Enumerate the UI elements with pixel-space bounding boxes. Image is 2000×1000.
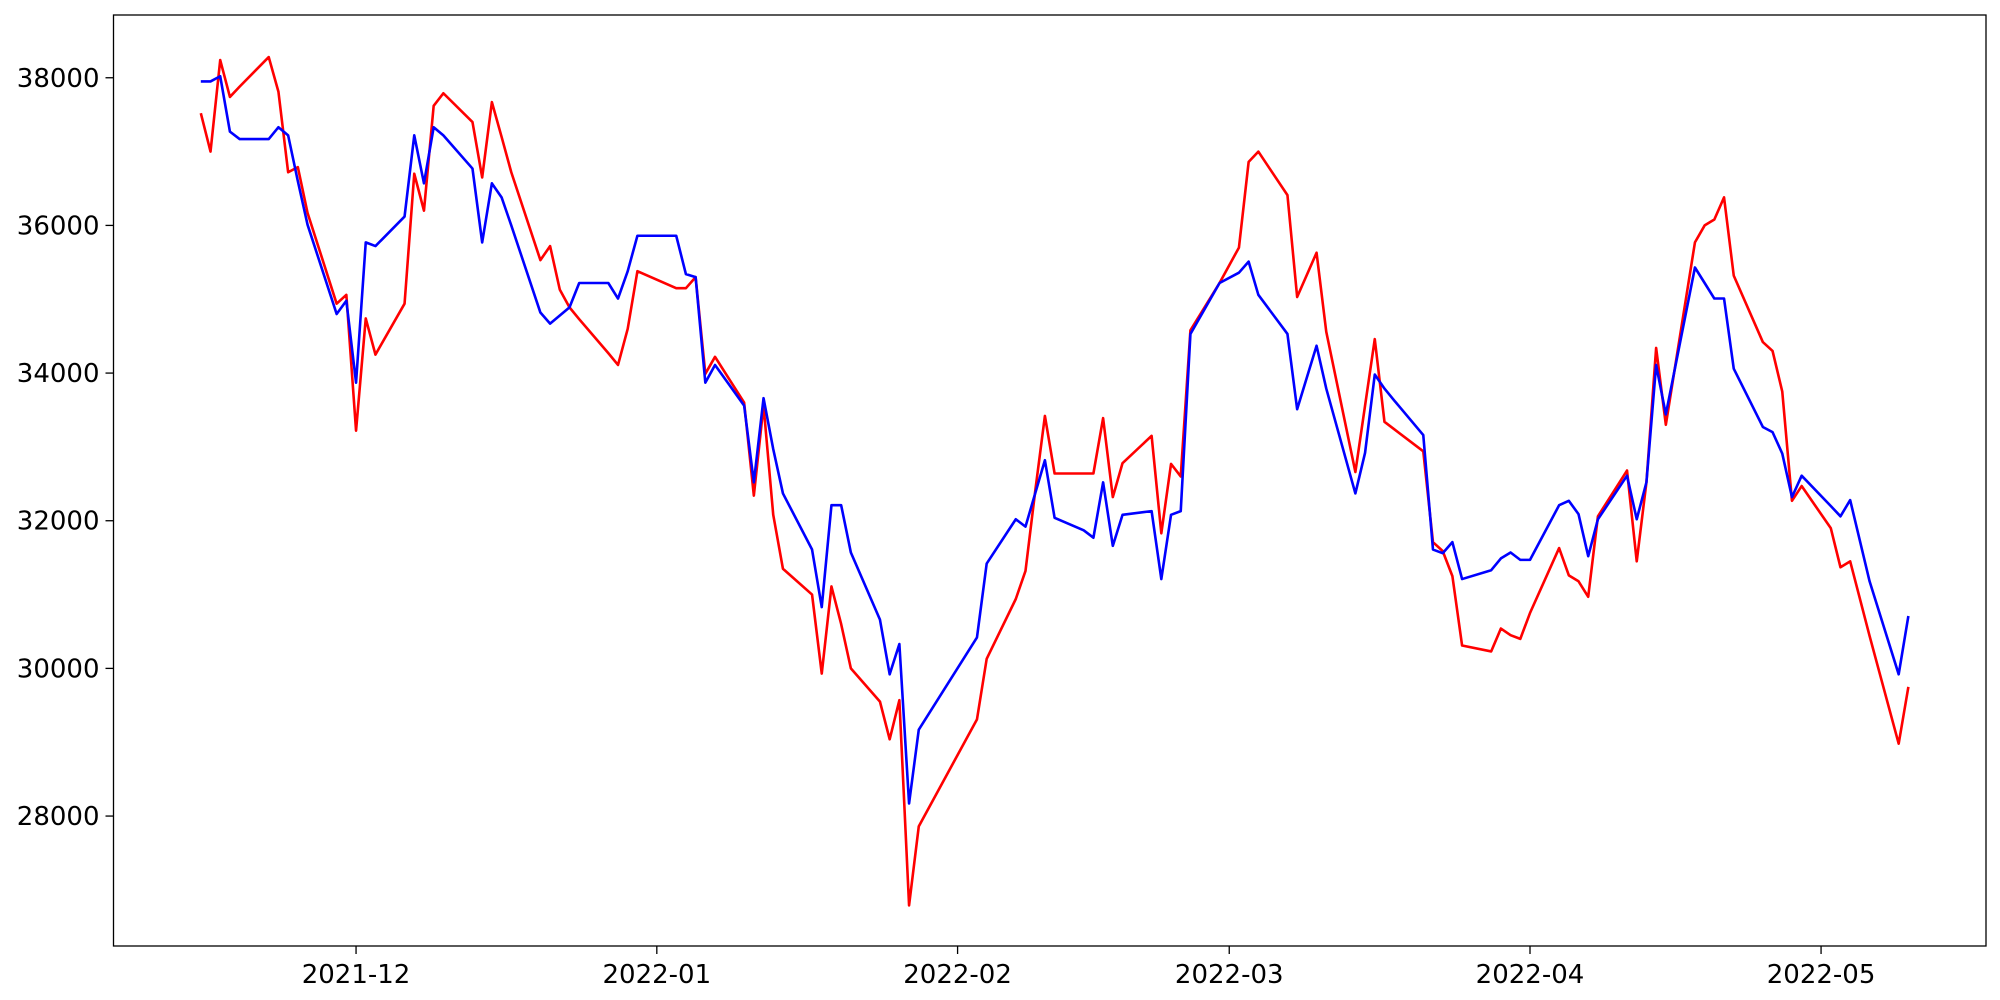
series-line bbox=[200, 74, 1910, 805]
x-tick-label: 2022-02 bbox=[903, 960, 1012, 990]
series-line bbox=[199, 55, 1910, 907]
x-tick-label: 2022-05 bbox=[1767, 960, 1876, 990]
plot-frame bbox=[112, 14, 1987, 947]
x-tick-label: 2022-01 bbox=[602, 960, 711, 990]
y-tick-label: 30000 bbox=[17, 654, 100, 684]
y-tick-label: 34000 bbox=[17, 359, 100, 389]
x-tick-label: 2022-04 bbox=[1476, 960, 1585, 990]
y-tick-label: 28000 bbox=[17, 802, 100, 832]
y-tick-label: 36000 bbox=[17, 211, 100, 241]
x-tick-label: 2022-03 bbox=[1175, 960, 1284, 990]
y-tick-label: 38000 bbox=[17, 64, 100, 94]
y-tick-label: 32000 bbox=[17, 507, 100, 537]
x-tick-label: 2021-12 bbox=[302, 960, 411, 990]
